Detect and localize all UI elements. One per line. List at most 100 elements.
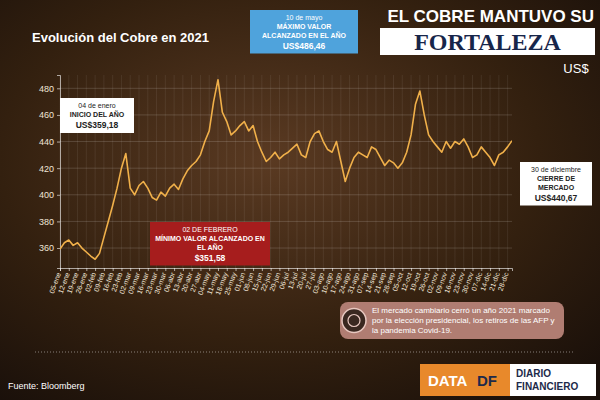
x-tick-mark (481, 268, 482, 271)
annotation: 10 de mayoMÁXIMO VALORALCANZADO EN EL AÑ… (250, 10, 358, 54)
brand-paper: FINANCIERO (516, 381, 578, 392)
x-tick-mark (490, 268, 491, 271)
x-tick-mark (420, 268, 421, 271)
annotation-box (150, 222, 270, 266)
note-box (340, 302, 564, 339)
grid-line-x (463, 75, 464, 268)
y-tick-mark (57, 195, 60, 196)
grid-line-y (60, 141, 512, 142)
x-tick-mark (306, 268, 307, 271)
y-tick-mark (57, 168, 60, 169)
x-tick-mark (78, 268, 79, 271)
background (0, 0, 600, 400)
x-tick-mark (139, 268, 140, 271)
header-headline: FORTALEZA (414, 29, 561, 55)
x-tick-mark (323, 268, 324, 271)
x-tick-mark (464, 268, 465, 271)
grid-line-x (279, 75, 280, 268)
note: El mercado cambiario cerró un año 2021 m… (340, 302, 564, 339)
x-tick-mark (358, 268, 359, 271)
grid-line-x (305, 75, 306, 268)
x-tick-mark (411, 268, 412, 271)
x-tick-mark (165, 268, 166, 271)
x-tick-mark (332, 268, 333, 271)
y-axis-line (57, 76, 61, 269)
annotation-value: $351,58 (195, 253, 226, 263)
title: Evolución del Cobre en 2021 (32, 30, 209, 45)
x-tick-mark (200, 268, 201, 271)
x-tick-mark (121, 268, 122, 271)
x-tick-mark (350, 268, 351, 271)
grid-line-x (332, 75, 333, 268)
x-tick-mark (341, 268, 342, 271)
annotation: 02 DE FEBREROMÍNIMO VALOR ALCANZADO ENEL… (150, 222, 270, 266)
grid-line-x (490, 75, 491, 268)
grid-line-x (498, 75, 499, 268)
x-tick-mark (394, 268, 395, 271)
grid-line-x (323, 75, 324, 268)
grid-line-x (138, 75, 139, 268)
header-box (380, 28, 595, 55)
x-tick-mark (244, 268, 245, 271)
source: Fuente: Bloomberg (8, 381, 85, 391)
annotation-box (250, 10, 358, 54)
y-tick-mark (57, 88, 60, 89)
x-tick-mark (367, 268, 368, 271)
grid-line-x (270, 75, 271, 268)
x-tick-mark (60, 268, 61, 271)
note-icon-inner (348, 315, 360, 327)
y-tick: 380 (39, 217, 60, 227)
grid-line-x (358, 75, 359, 268)
x-tick-mark (508, 268, 509, 271)
annotation-label: CIERRE DEMERCADO (537, 175, 575, 191)
grid-line-y (60, 88, 512, 89)
x-tick: 28-dic (497, 268, 510, 292)
x-tick-mark (402, 268, 403, 271)
x-tick-mark (192, 268, 193, 271)
x-tick-mark (69, 268, 70, 271)
branding: DATADFDIARIOFINANCIERO (420, 364, 596, 396)
x-tick-mark (376, 268, 377, 271)
x-tick-label: 28-dic (497, 271, 510, 292)
plot-area (60, 80, 512, 260)
x-tick-mark (437, 268, 438, 271)
y-tick-label: 380 (39, 217, 54, 227)
grid-line-x (472, 75, 473, 268)
annotation-value: US$440,67 (535, 193, 578, 203)
y-tick-mark (57, 142, 60, 143)
x-tick-mark (473, 268, 474, 271)
annotation-date: 02 DE FEBRERO (182, 226, 238, 233)
annotation-box (520, 162, 592, 206)
separator (35, 352, 575, 353)
note-text: El mercado cambiario cerró un año 2021 m… (372, 306, 555, 335)
grid-line-x (288, 75, 289, 268)
annotation-value: US$359,18 (76, 120, 119, 130)
x-tick-mark (271, 268, 272, 271)
grid-line-x (507, 75, 508, 268)
grid-line-x (411, 75, 412, 268)
grid-line-x (402, 75, 403, 268)
price-line (60, 80, 512, 260)
x-tick-mark (130, 268, 131, 271)
x-tick-mark (455, 268, 456, 271)
x-tick-mark (499, 268, 500, 271)
grid-line-x (419, 75, 420, 268)
x-tick-mark (86, 268, 87, 271)
x-tick-mark (279, 268, 280, 271)
grid-line-x (340, 75, 341, 268)
grid-line-y (60, 194, 512, 195)
annotation-label: INICIO DEL AÑO (70, 110, 125, 118)
x-tick-mark (95, 268, 96, 271)
y-tick: 440 (39, 137, 60, 147)
x-tick-mark (385, 268, 386, 271)
x-tick-mark (315, 268, 316, 271)
y-tick: 420 (39, 164, 60, 174)
y-axis-title: US$ (563, 61, 589, 76)
brand-df: DF (477, 372, 497, 389)
annotation-label: MÁXIMO VALORALCANZADO EN EL AÑO (262, 22, 347, 39)
note-icon (342, 309, 366, 333)
x-tick-mark (148, 268, 149, 271)
grid-line-x (314, 75, 315, 268)
y-tick-mark (57, 115, 60, 116)
y-tick-label: 480 (39, 84, 54, 94)
